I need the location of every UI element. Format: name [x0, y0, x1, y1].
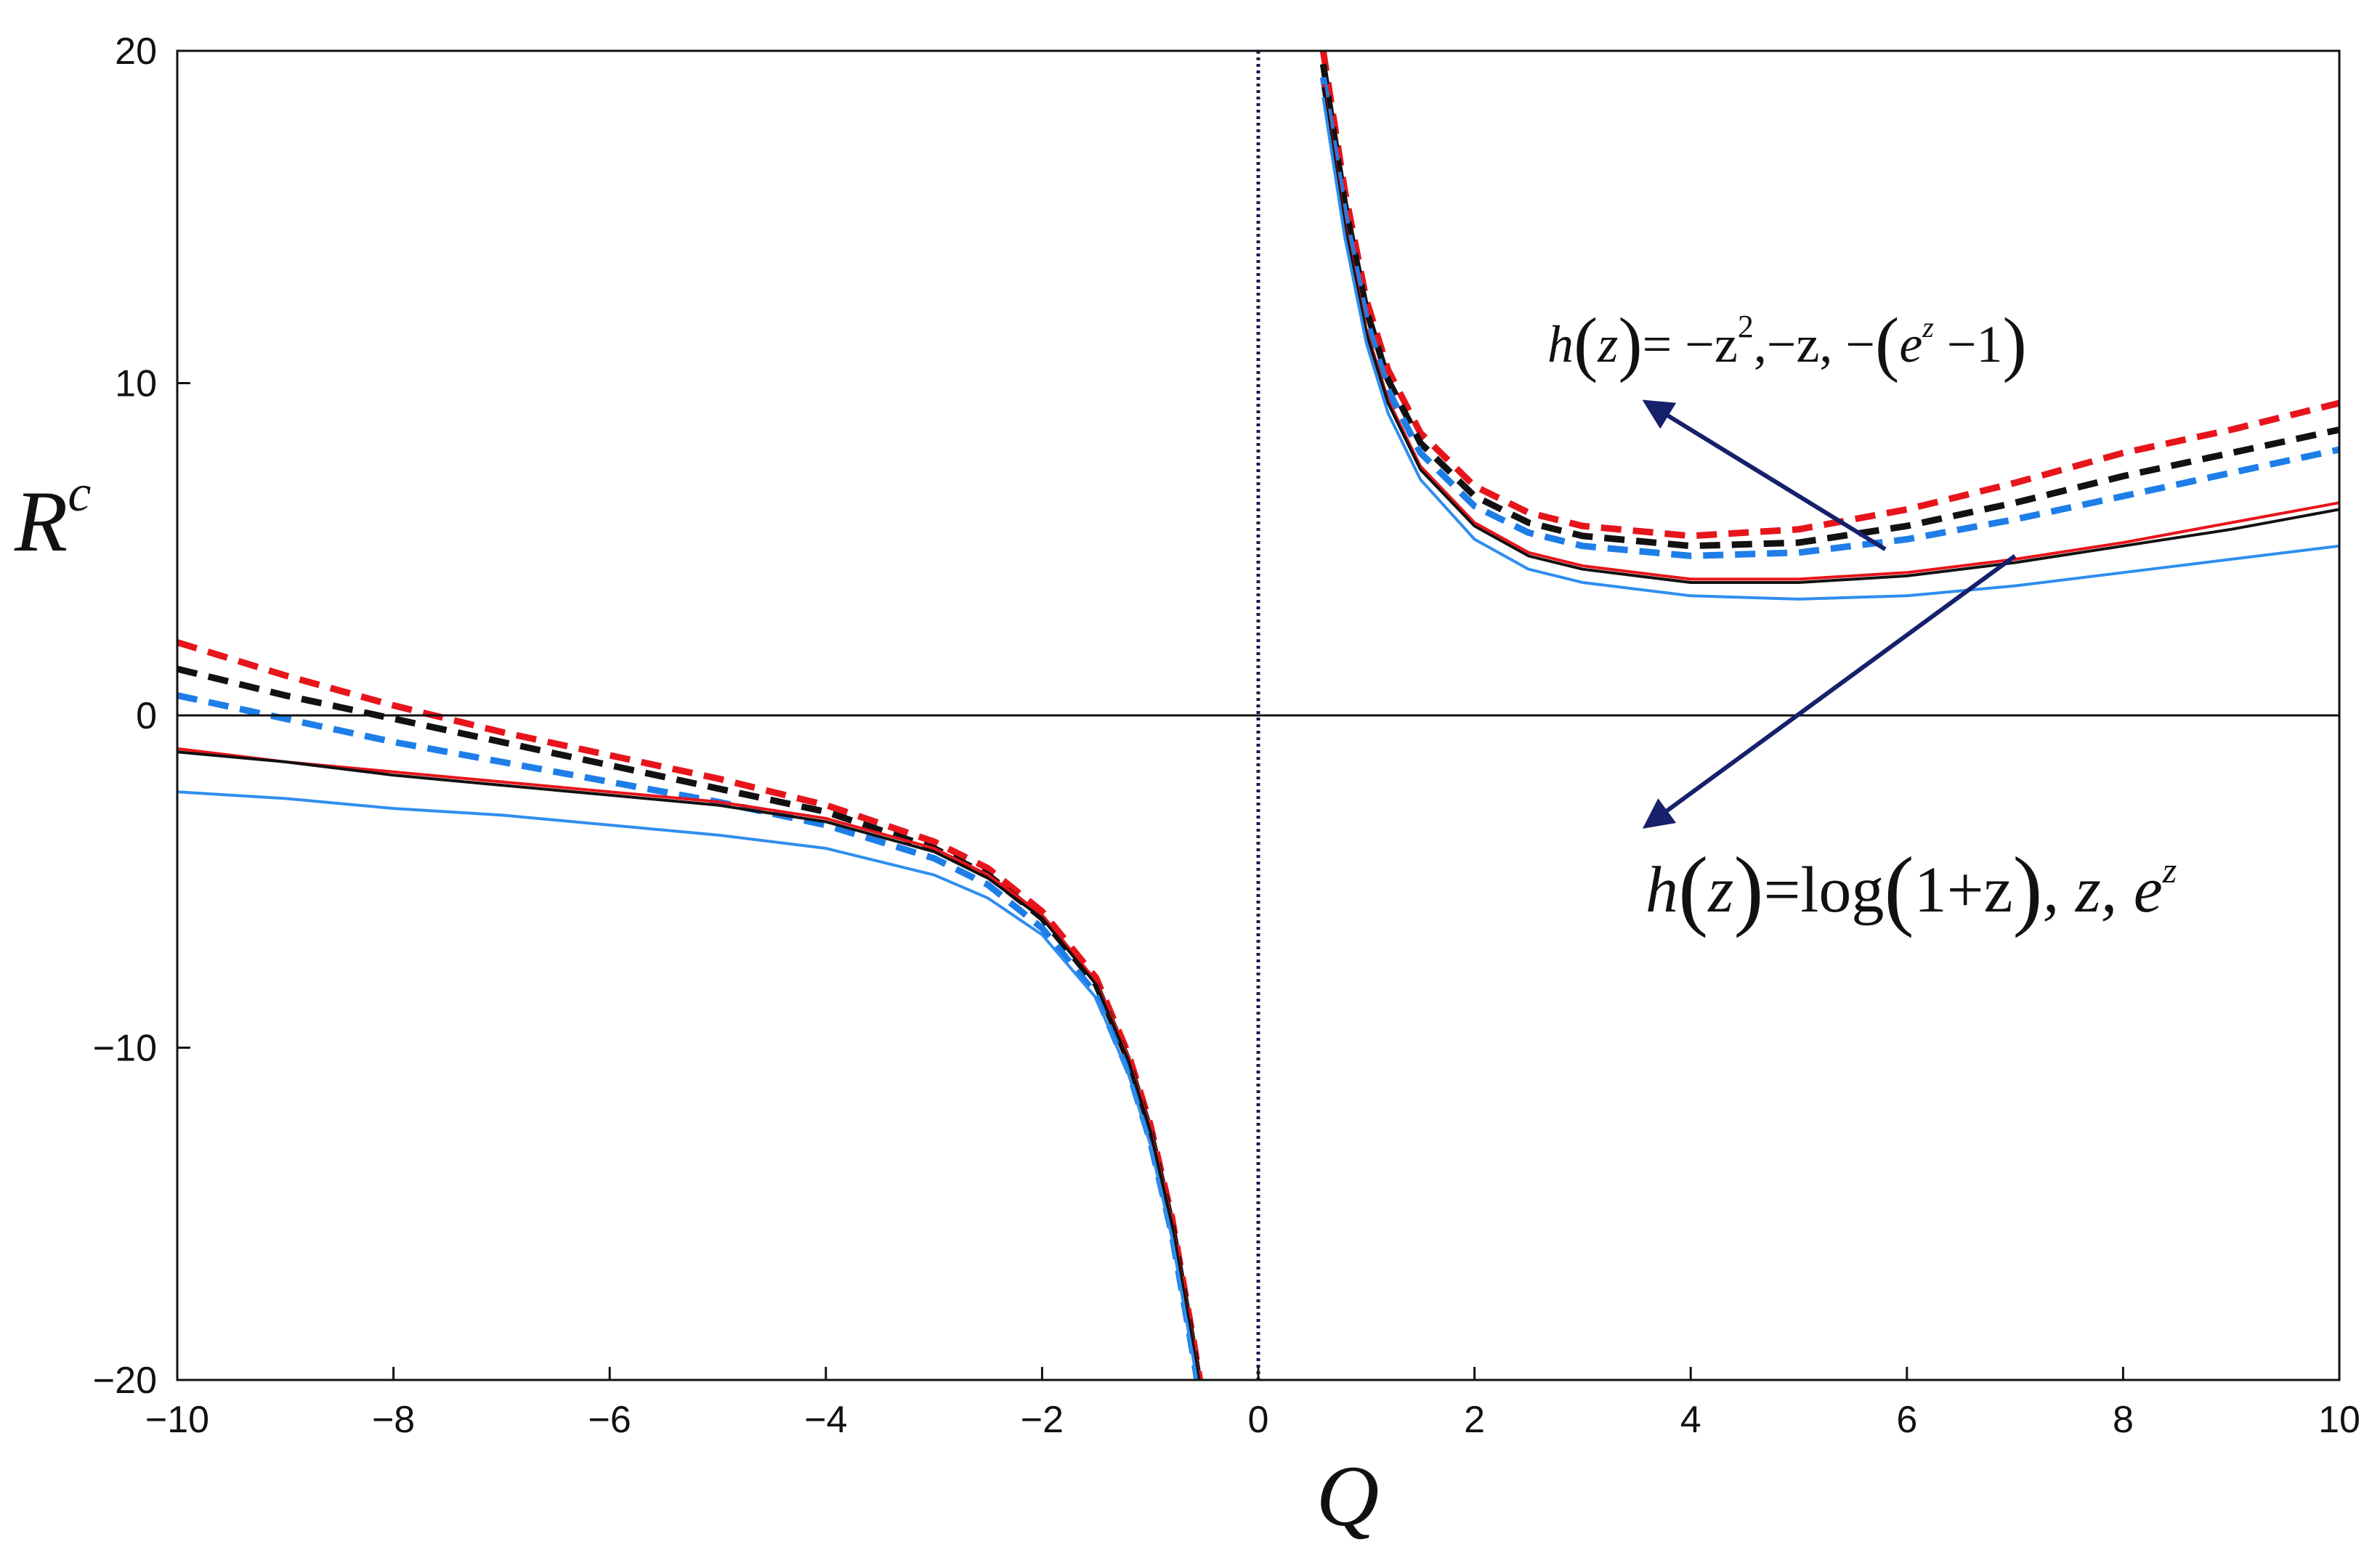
y-tick-label: 20	[115, 31, 157, 73]
annotation-negative-lparen2: (	[1875, 303, 1899, 383]
y-tick-label: 0	[136, 695, 157, 737]
annotation-negative: h(z)= −z2,−z, −(ez −1)	[1547, 303, 2027, 383]
series-4-branch-left	[177, 750, 1201, 1380]
series-0-branch-right	[1319, 51, 2339, 540]
series-2-branch-right	[1319, 76, 2339, 559]
annotation-positive: h(z)=log(1+z), z, ez	[1646, 839, 2177, 938]
annotation-negative-lparen: (	[1574, 303, 1598, 383]
annotation-positive-e-sup: z	[2162, 850, 2177, 890]
annotation-positive-rhs-lead: =	[1764, 854, 1801, 926]
annotation-positive-lparen: (	[1678, 839, 1708, 938]
series-4-branch-right	[1321, 86, 2339, 584]
y-axis-title: Rc	[14, 464, 91, 569]
annotation-negative-e-sup: z	[1922, 311, 1934, 344]
x-tick-label: −8	[372, 1399, 415, 1441]
x-tick-label: −10	[145, 1399, 209, 1441]
annotation-positive-rhs-mid: , z,	[2043, 854, 2134, 926]
annotation-arrow-positive	[1642, 553, 2017, 829]
annotation-positive-rparen2: )	[2012, 839, 2042, 938]
annotation-arrow-negative	[1642, 399, 1887, 551]
x-tick-label: −2	[1021, 1399, 1064, 1441]
annotation-negative-rparen2: )	[2002, 303, 2026, 383]
annotation-positive-lparen2: (	[1884, 839, 1914, 938]
x-tick-label: 8	[2113, 1399, 2134, 1441]
y-tick-label: 10	[115, 363, 157, 405]
x-tick-label: −6	[588, 1399, 631, 1441]
annotation-positive-log: log	[1800, 854, 1884, 926]
x-tick-label: 10	[2318, 1399, 2360, 1441]
annotation-negative-z: z	[1597, 315, 1618, 373]
annotation-positive-log-arg: 1+z	[1914, 854, 2013, 926]
annotation-negative-rparen: )	[1618, 303, 1642, 383]
annotation-negative-h: h	[1547, 315, 1574, 373]
annotation-negative-e: e	[1899, 315, 1922, 373]
annotation-negative-rhs-mid: ,−z, −	[1754, 315, 1875, 373]
x-tick-label: 4	[1680, 1399, 1701, 1441]
annotation-negative-rhs-lead: = −z	[1643, 315, 1738, 373]
annotation-negative-rhs-tail: −1	[1934, 315, 2003, 373]
y-axis-title-main: R	[14, 473, 68, 569]
series-5-branch-left	[177, 790, 1199, 1380]
x-tick-label: −4	[804, 1399, 847, 1441]
x-tick-label: 6	[1896, 1399, 1917, 1441]
series-5-branch-right	[1321, 97, 2339, 601]
x-axis-title: Q	[1316, 1448, 1380, 1544]
annotation-negative-rhs-lead-sup: 2	[1738, 309, 1754, 344]
x-tick-label: 0	[1248, 1399, 1269, 1441]
y-tick-label: −10	[93, 1028, 157, 1070]
annotation-positive-z: z	[1707, 854, 1733, 926]
annotation-positive-rparen: )	[1733, 839, 1763, 938]
x-tick-label: 2	[1464, 1399, 1485, 1441]
annotation-positive-h: h	[1646, 854, 1678, 926]
annotation-positive-e: e	[2134, 854, 2163, 926]
series-group	[177, 51, 2339, 1380]
y-axis-title-sup: c	[68, 464, 91, 522]
y-tick-label: −20	[93, 1360, 157, 1402]
